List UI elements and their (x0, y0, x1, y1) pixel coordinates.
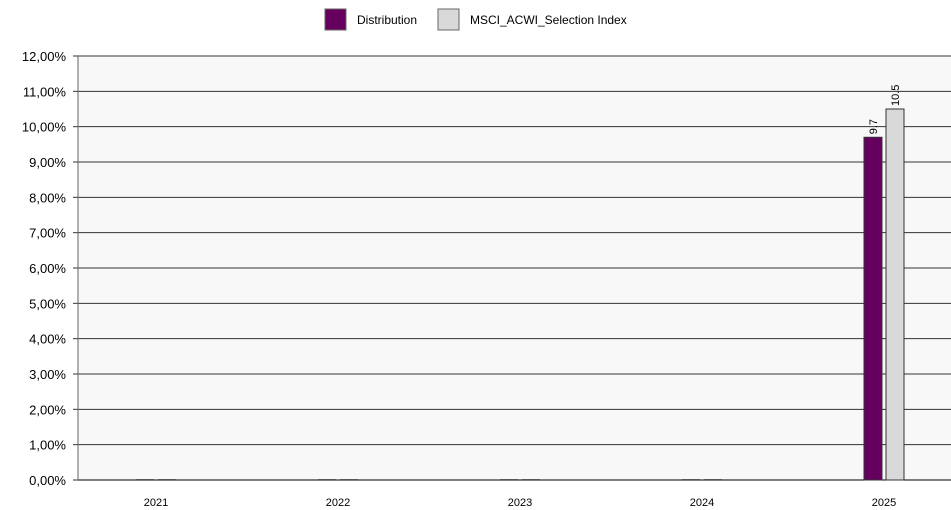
y-tick-label: 5,00% (29, 296, 66, 311)
data-label: 9.7 (868, 119, 880, 134)
y-tick-label: 8,00% (29, 190, 66, 205)
legend-label: Distribution (357, 13, 417, 27)
bar (863, 136, 883, 481)
y-tick-label: 3,00% (29, 367, 66, 382)
y-tick-label: 11,00% (23, 84, 67, 99)
y-tick-label: 1,00% (29, 438, 66, 453)
x-tick-label: 2021 (144, 497, 168, 509)
x-tick-label: 2022 (326, 497, 350, 509)
bar (885, 108, 905, 481)
y-tick-label: 6,00% (29, 261, 66, 276)
legend-swatch (324, 8, 347, 31)
y-tick-label: 7,00% (29, 226, 66, 241)
y-tick-label: 2,00% (29, 402, 66, 417)
x-tick-label: 2025 (872, 497, 896, 509)
y-tick-label: 9,00% (29, 155, 66, 170)
y-tick-label: 10,00% (22, 120, 67, 135)
y-tick-label: 12,00% (22, 49, 67, 64)
y-tick-label: 0,00% (29, 473, 66, 488)
x-tick-label: 2023 (508, 497, 532, 509)
data-label: 10.5 (890, 85, 902, 106)
legend-label: MSCI_ACWI_Selection Index (470, 13, 627, 27)
y-tick-label: 4,00% (29, 332, 66, 347)
legend-swatch (437, 8, 460, 31)
x-tick-label: 2024 (690, 497, 714, 509)
